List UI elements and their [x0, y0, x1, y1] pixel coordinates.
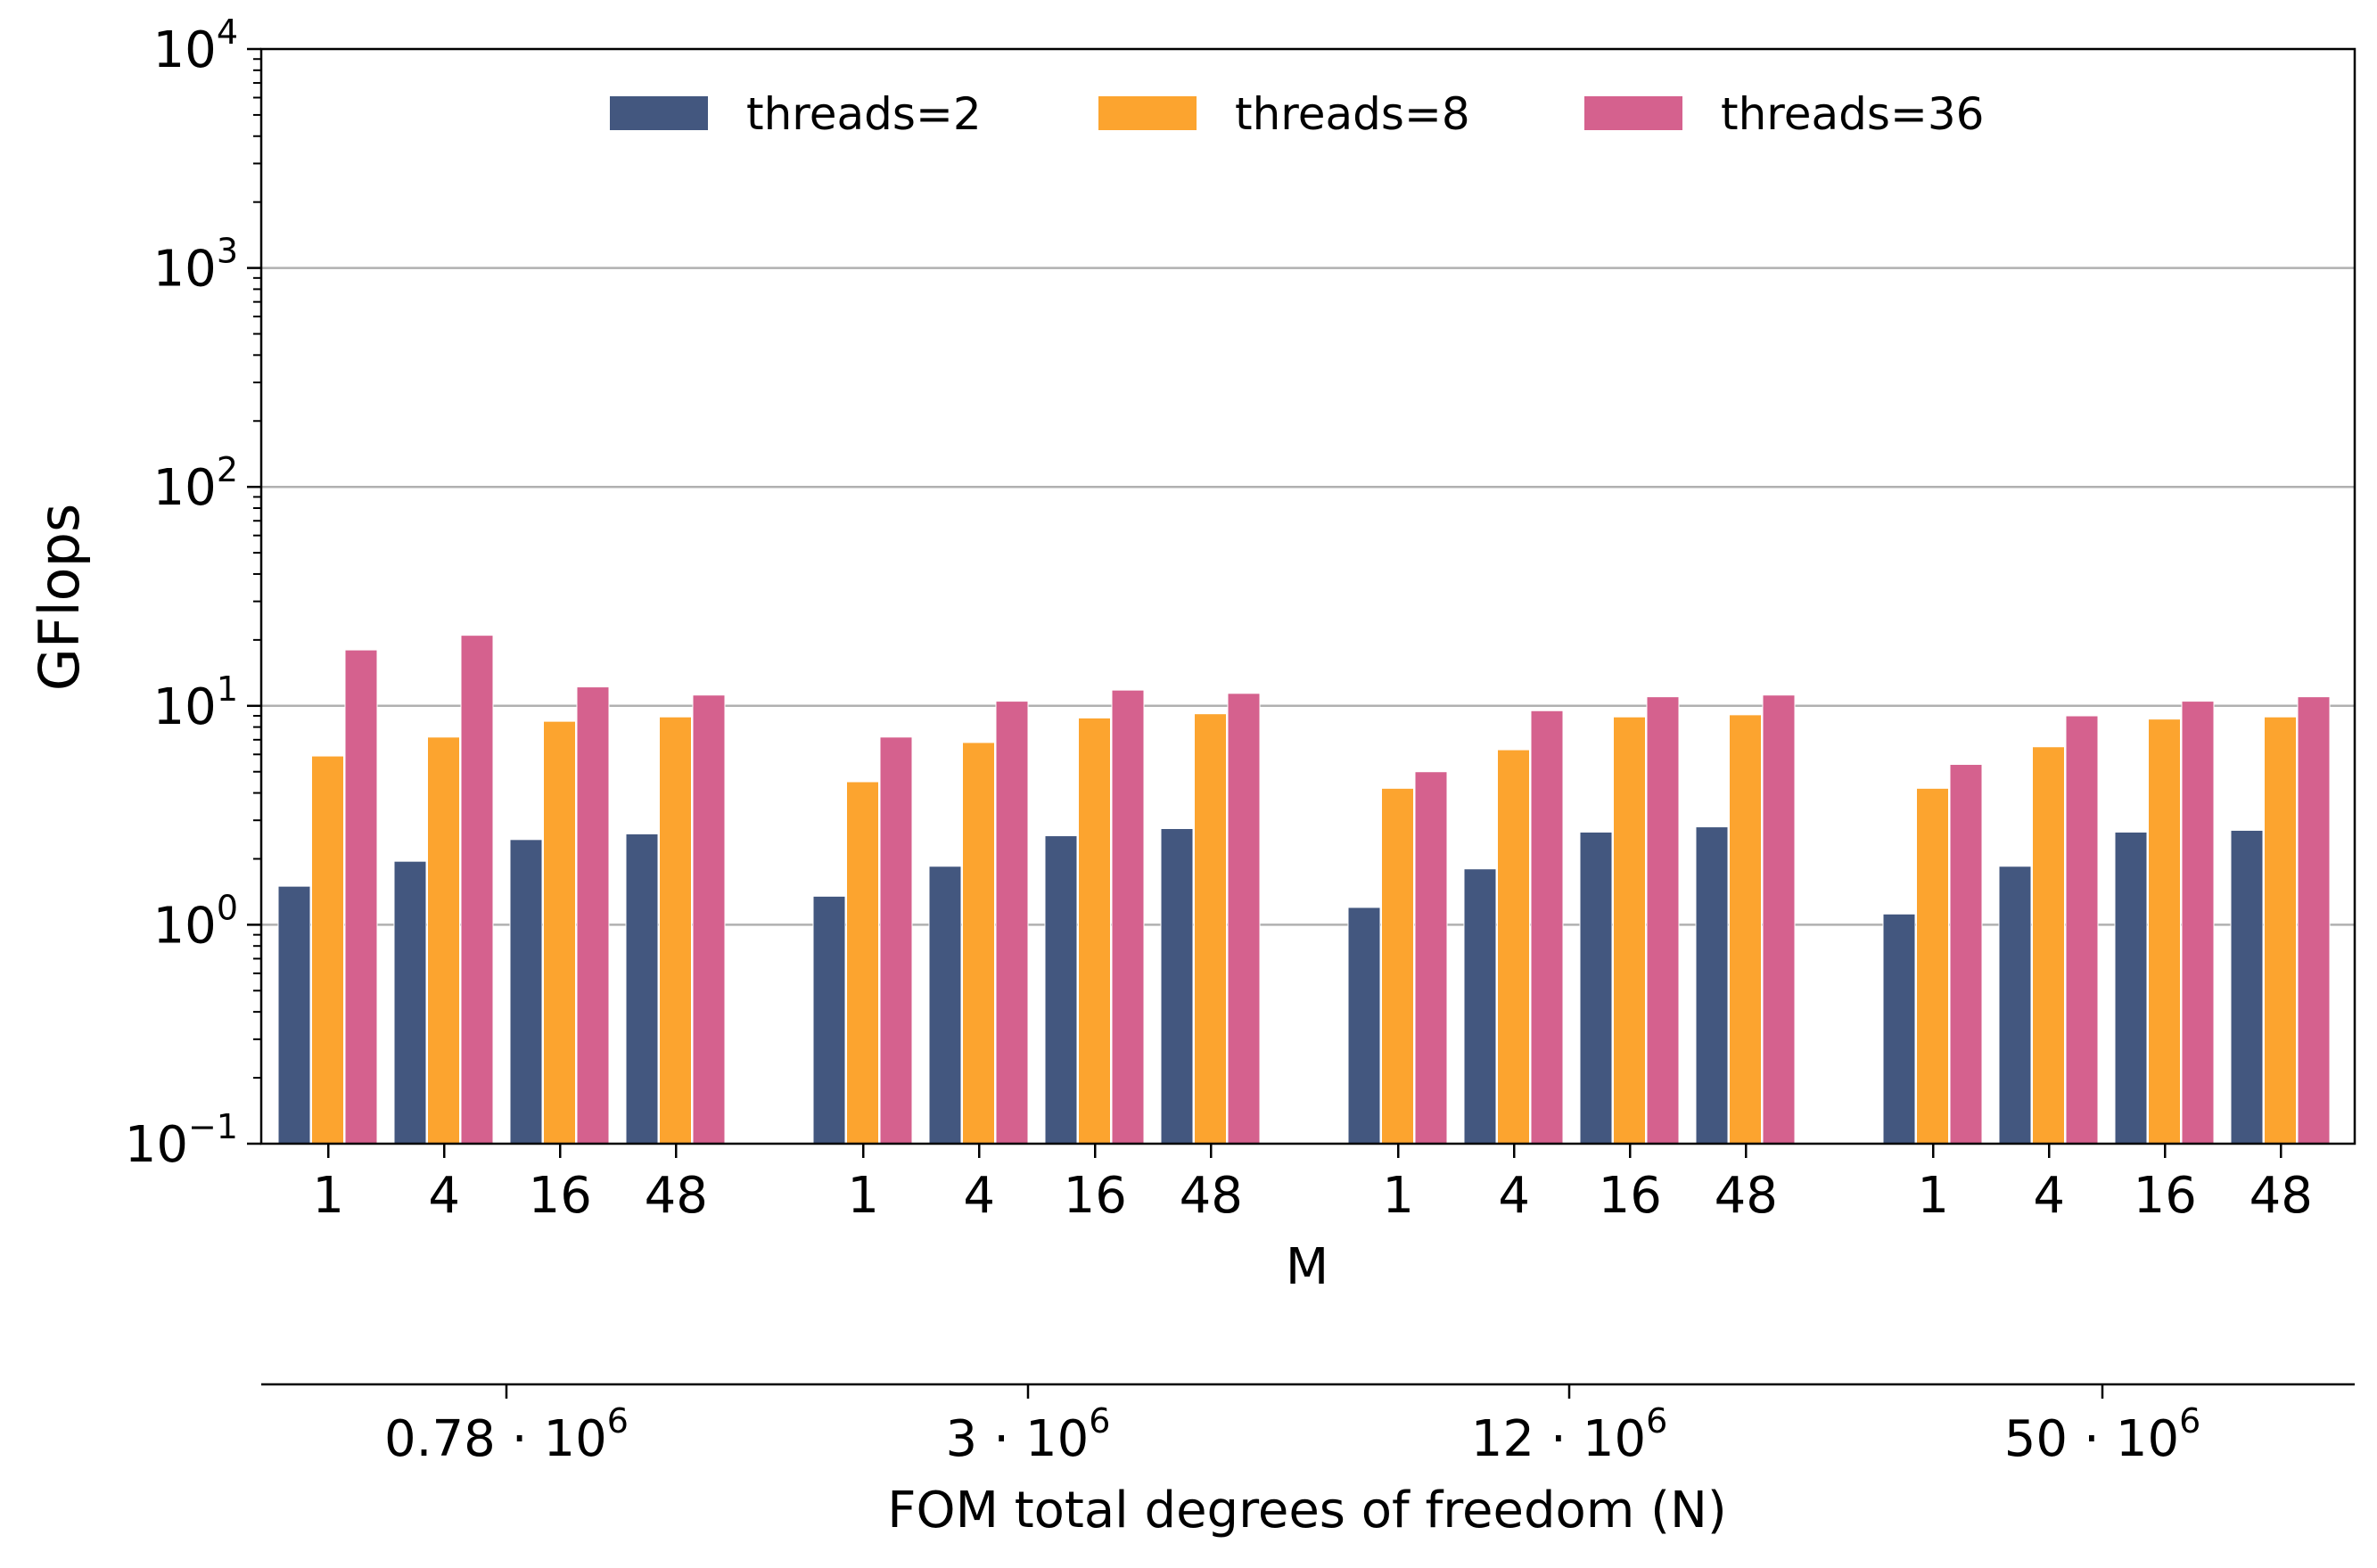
x-tick-label: 16 [529, 1167, 592, 1225]
bar-threads-8-n1-m16 [1078, 717, 1111, 1145]
bar-threads-2-n0-m4 [393, 860, 427, 1145]
bar-threads-2-n1-m48 [1160, 827, 1194, 1145]
bar-threads-8-n0-m4 [427, 736, 460, 1145]
bar-threads-8-n3-m4 [2032, 746, 2065, 1145]
legend-swatch-threads-8 [1098, 96, 1197, 130]
bar-threads-36-n1-m48 [1227, 693, 1261, 1145]
bar-threads-36-n3-m1 [1949, 764, 1983, 1145]
bar-threads-8-n3-m48 [2264, 716, 2297, 1145]
y-tick-label: 10−1 [125, 1107, 238, 1174]
bar-threads-2-n2-m16 [1579, 831, 1613, 1145]
legend: threads=2 threads=8 threads=36 [610, 88, 1984, 140]
bar-threads-8-n1-m1 [846, 781, 879, 1145]
bar-threads-36-n2-m4 [1530, 710, 1564, 1145]
legend-label: threads=8 [1235, 88, 1470, 140]
y-tick-label: 100 [153, 888, 238, 955]
bar-threads-2-n2-m4 [1463, 868, 1497, 1145]
x-tick-label: 1 [1382, 1167, 1414, 1225]
bar-threads-8-n2-m1 [1381, 787, 1414, 1145]
bar-threads-2-n0-m16 [509, 839, 543, 1145]
x-tick-label: 1 [847, 1167, 879, 1225]
x-tick-label: 4 [963, 1167, 995, 1225]
bars [277, 635, 2331, 1145]
bar-threads-2-n1-m4 [928, 866, 962, 1145]
bar-threads-8-n1-m48 [1194, 713, 1227, 1145]
secondary-x-axis-title: FOM total degrees of freedom (N) [887, 1482, 1726, 1539]
bar-threads-2-n3-m48 [2230, 829, 2264, 1145]
y-tick-label: 101 [153, 669, 238, 736]
x-tick-label: 1 [312, 1167, 344, 1225]
bar-threads-8-n0-m16 [543, 720, 576, 1145]
secondary-x-tick-label: 3 · 106 [946, 1401, 1111, 1468]
y-tick-label: 103 [153, 232, 238, 299]
bar-threads-2-n2-m1 [1347, 907, 1381, 1145]
legend-label: threads=36 [1721, 88, 1984, 140]
bar-threads-2-n2-m48 [1695, 826, 1729, 1145]
bar-threads-8-n0-m48 [659, 716, 692, 1145]
bar-threads-2-n3-m1 [1882, 913, 1916, 1145]
y-tick-label: 102 [153, 450, 238, 517]
bar-threads-36-n1-m4 [995, 701, 1029, 1145]
bar-threads-2-n3-m16 [2114, 831, 2148, 1145]
x-tick-label: 4 [2033, 1167, 2065, 1225]
x-tick-label: 16 [1064, 1167, 1127, 1225]
bar-threads-8-n2-m4 [1497, 749, 1530, 1145]
bar-threads-36-n0-m48 [692, 694, 726, 1145]
bar-threads-36-n1-m1 [879, 736, 913, 1145]
bar-threads-36-n3-m4 [2065, 715, 2099, 1145]
bar-threads-36-n2-m16 [1646, 696, 1680, 1145]
x-tick-label: 1 [1917, 1167, 1949, 1225]
y-axis: 10−1 100 101 102 103 104 [125, 12, 261, 1174]
x-tick-label: 48 [645, 1167, 708, 1225]
bar-threads-8-n3-m1 [1916, 787, 1949, 1145]
legend-swatch-threads-2 [610, 96, 708, 130]
bar-threads-8-n1-m4 [962, 742, 995, 1145]
bar-threads-36-n2-m1 [1414, 771, 1448, 1145]
secondary-x-tick-label: 0.78 · 106 [384, 1401, 629, 1468]
x-axis: 1 4 16 48 1 4 16 48 1 4 16 48 1 4 16 48 [312, 1144, 2313, 1225]
bar-threads-36-n3-m48 [2297, 696, 2331, 1145]
legend-label: threads=2 [746, 88, 982, 140]
secondary-x-tick-label: 12 · 106 [1471, 1401, 1668, 1468]
bar-threads-36-n2-m48 [1762, 694, 1796, 1145]
bar-threads-36-n1-m16 [1111, 689, 1145, 1145]
x-tick-label: 4 [428, 1167, 460, 1225]
bar-threads-2-n1-m1 [812, 895, 846, 1145]
x-tick-label: 16 [2134, 1167, 2197, 1225]
bar-threads-2-n3-m4 [1998, 866, 2032, 1145]
bar-threads-36-n0-m1 [344, 649, 378, 1145]
bar-threads-2-n0-m48 [625, 833, 659, 1145]
x-axis-title: M [1286, 1238, 1328, 1296]
bar-threads-36-n0-m4 [460, 635, 494, 1145]
x-tick-label: 4 [1498, 1167, 1530, 1225]
y-axis-title: GFlops [27, 504, 92, 692]
secondary-x-tick-label: 50 · 106 [2004, 1401, 2201, 1468]
y-tick-label: 104 [153, 12, 238, 79]
legend-swatch-threads-36 [1584, 96, 1682, 130]
x-tick-label: 48 [2250, 1167, 2313, 1225]
bar-threads-2-n0-m1 [277, 885, 311, 1145]
bar-threads-2-n1-m16 [1044, 835, 1078, 1145]
bar-threads-8-n2-m16 [1613, 716, 1646, 1145]
bar-threads-36-n3-m16 [2181, 701, 2215, 1145]
bar-threads-8-n3-m16 [2148, 718, 2181, 1145]
bar-threads-36-n0-m16 [576, 686, 610, 1145]
plot-frame [259, 47, 2356, 1145]
x-tick-label: 48 [1715, 1167, 1778, 1225]
x-tick-label: 16 [1599, 1167, 1662, 1225]
secondary-x-axis: 0.78 · 106 3 · 106 12 · 106 50 · 106 [384, 1384, 2200, 1468]
x-tick-label: 48 [1180, 1167, 1243, 1225]
bar-threads-8-n0-m1 [311, 755, 344, 1145]
bar-threads-8-n2-m48 [1729, 714, 1762, 1145]
